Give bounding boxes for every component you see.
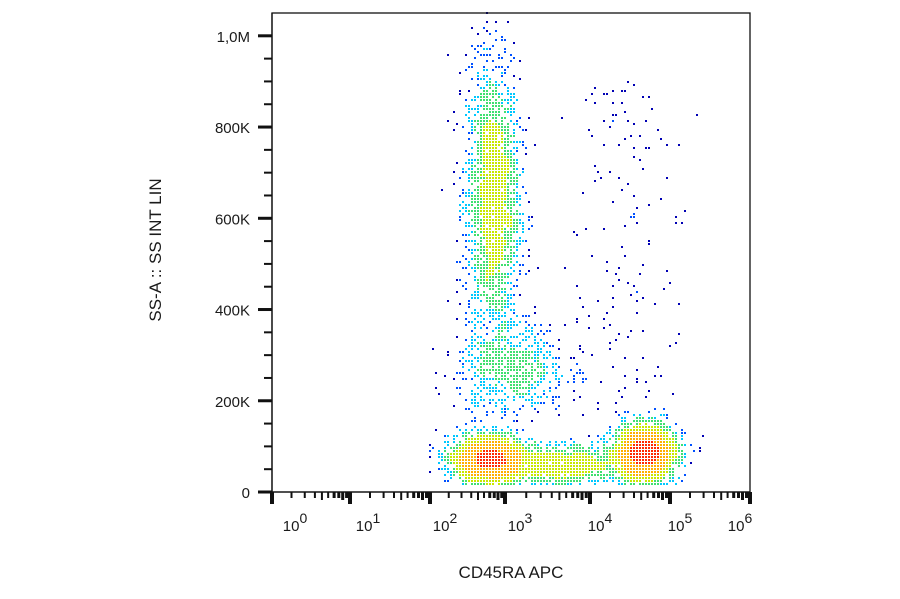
- x-tick-label: 103: [508, 510, 533, 535]
- x-tick-label: 104: [588, 510, 613, 535]
- x-tick-label: 101: [356, 510, 381, 535]
- y-axis: 0 200K 400K 600K 800K 1,0M: [215, 13, 273, 502]
- y-tick-label: 600K: [215, 211, 250, 228]
- y-tick-label: 200K: [215, 394, 250, 411]
- x-tick-label: 100: [283, 510, 308, 535]
- x-axis: 100 101 102 103 104 105 106: [260, 491, 753, 535]
- x-tick-label: 106: [728, 510, 753, 535]
- y-tick-label: 1,0M: [217, 29, 250, 46]
- scatter-points: [429, 12, 704, 485]
- y-tick-label: 0: [242, 485, 250, 502]
- y-axis-label: SS-A :: SS INT LIN: [146, 178, 165, 322]
- x-tick-label: 102: [433, 510, 458, 535]
- y-tick-label: 400K: [215, 303, 250, 320]
- y-tick-label: 800K: [215, 120, 250, 137]
- x-tick-label: 105: [668, 510, 693, 535]
- x-axis-label: CD45RA APC: [458, 563, 564, 582]
